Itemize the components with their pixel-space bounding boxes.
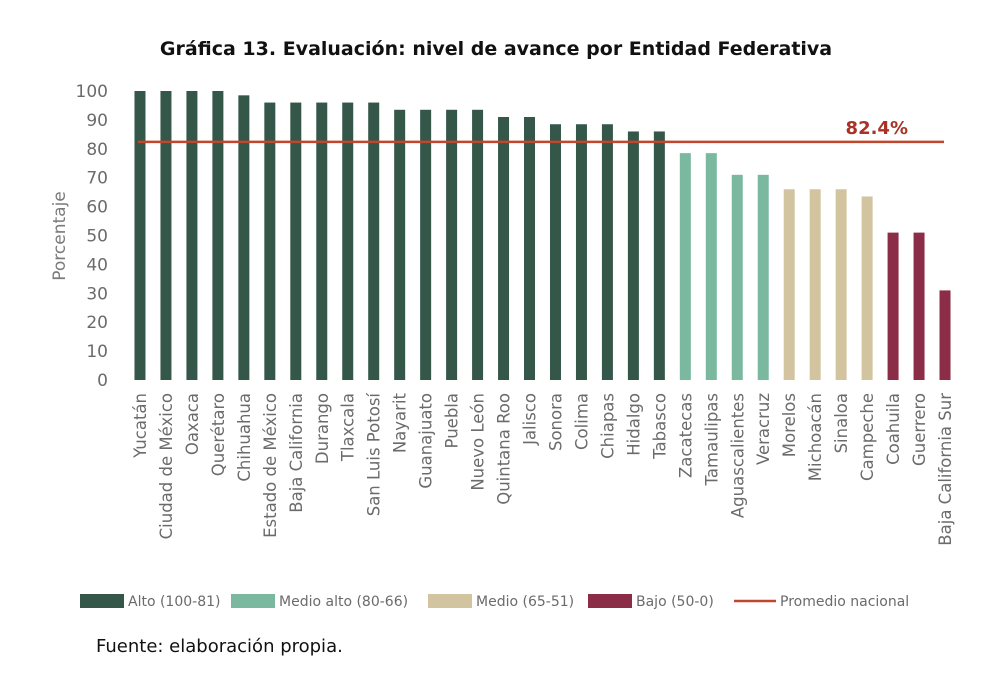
x-tick-label: Chihuahua (235, 393, 254, 482)
x-tick-label: Nayarit (391, 392, 410, 453)
legend: Alto (100-81) Medio alto (80-66) Medio (65… (80, 594, 909, 610)
x-tick-label: Aguascalientes (728, 393, 747, 518)
bar (939, 290, 951, 380)
bar (757, 174, 769, 380)
y-tick-label: 20 (86, 313, 108, 333)
y-axis-label: Porcentaje (50, 191, 70, 281)
bar (290, 102, 302, 380)
bar (627, 131, 639, 380)
y-tick-label: 70 (86, 169, 108, 189)
legend-swatch (80, 594, 124, 608)
bars (134, 91, 951, 381)
x-tick-label: Yucatán (131, 393, 150, 459)
bar (575, 124, 587, 380)
x-tick-label: Durango (313, 393, 332, 464)
x-tick-label: Tabasco (650, 393, 669, 460)
x-tick-label: Michoacán (806, 393, 825, 481)
bar (160, 91, 172, 380)
legend-swatch (588, 594, 632, 608)
chart-title: Gráfica 13. Evaluación: nivel de avance … (159, 38, 833, 60)
x-tick-label: Baja California (287, 393, 306, 513)
x-tick-label: Zacatecas (676, 393, 695, 478)
y-tick-label: 10 (86, 342, 108, 362)
x-tick-label: San Luis Potosí (365, 392, 384, 517)
bar (394, 109, 406, 380)
y-tick-label: 90 (86, 111, 108, 131)
x-tick-label: Querétaro (209, 393, 228, 476)
bar (731, 174, 743, 380)
bar (783, 189, 795, 380)
average-line-group: 82.4% (138, 118, 944, 144)
x-tick-label: Estado de México (261, 393, 280, 538)
x-tick-label: Hidalgo (624, 393, 643, 456)
bar (238, 95, 250, 381)
legend-label: Promedio nacional (780, 594, 909, 610)
y-tick-label: 0 (97, 371, 108, 391)
bar (549, 124, 561, 380)
x-tick-label: Jalisco (521, 393, 540, 446)
bar (835, 189, 847, 380)
legend-label: Bajo (50-0) (636, 594, 714, 610)
bar (679, 153, 691, 380)
x-tick-label: Oaxaca (183, 393, 202, 455)
bar (134, 91, 146, 380)
x-tick-label: Ciudad de México (157, 393, 176, 539)
y-tick-label: 80 (86, 140, 108, 160)
x-tick-label: Sonora (546, 393, 565, 451)
x-tick-label: Baja California Sur (936, 393, 955, 546)
legend-label: Medio (65-51) (476, 594, 574, 610)
bar (342, 102, 354, 380)
bar (368, 102, 380, 380)
x-tick-label: Guanajuato (417, 393, 436, 489)
x-tick-label: Puebla (443, 393, 462, 448)
y-axis-ticks: 0 10 20 30 40 50 60 70 80 90 100 (76, 82, 108, 391)
bar (446, 109, 458, 380)
y-tick-label: 30 (86, 284, 108, 304)
bar (601, 124, 613, 380)
x-tick-label: Tlaxcala (339, 393, 358, 462)
x-tick-label: Quintana Roo (495, 393, 514, 505)
x-tick-label: Tamaulipas (702, 393, 721, 486)
bar (316, 102, 328, 380)
x-tick-label: Colima (572, 393, 591, 450)
y-tick-label: 50 (86, 227, 108, 247)
x-tick-label: Campeche (858, 393, 877, 481)
y-tick-label: 60 (86, 198, 108, 218)
legend-label: Medio alto (80-66) (279, 594, 408, 610)
bar (809, 189, 821, 380)
legend-label: Alto (100-81) (128, 594, 220, 610)
legend-swatch (231, 594, 275, 608)
x-tick-label: Veracruz (754, 393, 773, 465)
x-tick-label: Coahuila (884, 393, 903, 465)
bar (524, 117, 536, 380)
y-tick-label: 40 (86, 255, 108, 275)
bar (861, 196, 873, 380)
bar (705, 153, 717, 380)
legend-swatch (428, 594, 472, 608)
bar (264, 102, 276, 380)
x-tick-label: Guerrero (910, 393, 929, 466)
bar (498, 117, 510, 380)
bar (420, 109, 432, 380)
bar (212, 91, 224, 380)
bar (472, 109, 484, 380)
bar (887, 232, 899, 380)
x-tick-label: Morelos (780, 393, 799, 457)
bar (186, 91, 198, 380)
x-tick-label: Chiapas (598, 393, 617, 459)
source-note: Fuente: elaboración propia. (96, 636, 343, 657)
y-tick-label: 100 (76, 82, 108, 102)
bar (913, 232, 925, 380)
bar (653, 131, 665, 380)
average-label: 82.4% (846, 118, 908, 139)
x-axis-labels: Yucatán Ciudad de México Oaxaca Querétaro Ch… (131, 392, 955, 546)
x-tick-label: Nuevo León (469, 393, 488, 491)
x-tick-label: Sinaloa (832, 393, 851, 453)
